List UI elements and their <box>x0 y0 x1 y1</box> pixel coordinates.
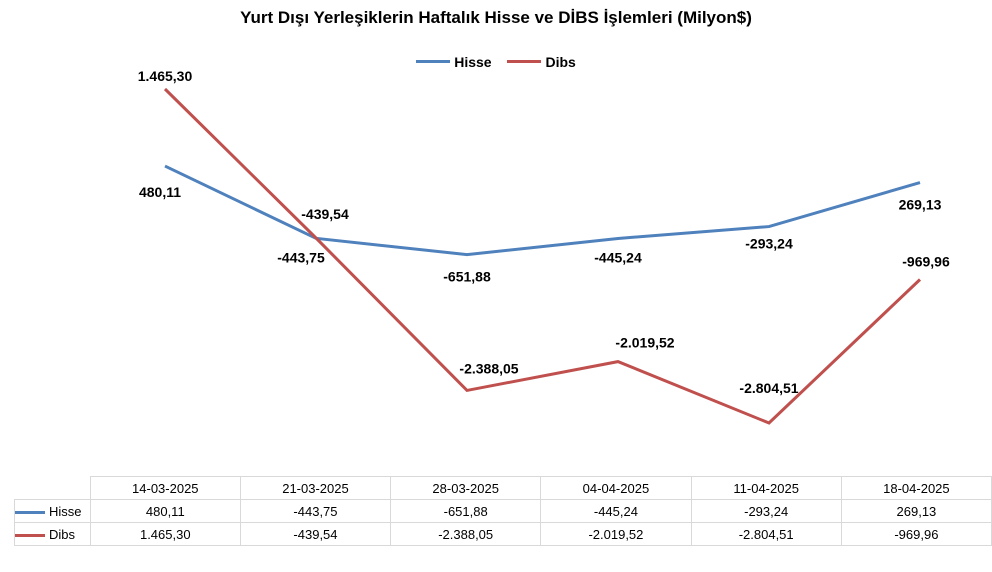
data-label-dibs: -969,96 <box>902 253 950 269</box>
data-table: 14-03-2025 21-03-2025 28-03-2025 04-04-2… <box>14 476 992 546</box>
table-cell: -2.019,52 <box>540 522 692 546</box>
legend-label-hisse: Hisse <box>454 53 492 70</box>
data-label-hisse: -445,24 <box>594 249 642 265</box>
data-label-hisse: 480,11 <box>139 184 181 200</box>
table-cell: -443,75 <box>239 499 392 523</box>
table-header-row: 14-03-2025 21-03-2025 28-03-2025 04-04-2… <box>14 476 992 500</box>
data-label-dibs: -2.804,51 <box>739 380 798 396</box>
legend-label-dibs: Dibs <box>545 53 576 70</box>
table-series-name: Dibs <box>49 526 76 542</box>
chart-title: Yurt Dışı Yerleşiklerin Haftalık Hisse v… <box>240 8 752 27</box>
table-cell: 269,13 <box>840 499 992 523</box>
data-label-dibs: -2.388,05 <box>459 360 518 376</box>
table-cell: -439,54 <box>239 522 392 546</box>
data-label-hisse: -443,75 <box>277 249 325 265</box>
table-header-date: 28-03-2025 <box>390 476 542 500</box>
data-label-hisse: -293,24 <box>745 236 793 252</box>
table-cell: 480,11 <box>89 499 241 523</box>
table-cell: -2.804,51 <box>690 522 842 546</box>
table-cell: 1.465,30 <box>89 522 241 546</box>
legend: Hisse Dibs <box>0 50 992 70</box>
table-rowhead-hisse: Hisse <box>14 499 91 523</box>
table-header-date: 11-04-2025 <box>690 476 842 500</box>
table-header-date: 21-03-2025 <box>239 476 392 500</box>
table-cell: -969,96 <box>840 522 992 546</box>
table-series-name: Hisse <box>49 503 82 519</box>
table-cell: -651,88 <box>390 499 542 523</box>
legend-item-dibs: Dibs <box>507 53 576 70</box>
table-row-dibs: Dibs 1.465,30 -439,54 -2.388,05 -2.019,5… <box>14 522 992 546</box>
table-header-date: 14-03-2025 <box>89 476 241 500</box>
table-rowhead-dibs: Dibs <box>14 522 91 546</box>
data-label-hisse: -651,88 <box>443 269 491 285</box>
table-key-dibs <box>15 533 45 537</box>
table-cell: -445,24 <box>540 499 692 523</box>
data-label-dibs: 1.465,30 <box>138 68 193 84</box>
legend-swatch-dibs <box>507 60 542 63</box>
table-cell: -2.388,05 <box>390 522 542 546</box>
table-cell: -293,24 <box>690 499 842 523</box>
table-header-date: 04-04-2025 <box>540 476 692 500</box>
data-label-dibs: -2.019,52 <box>615 335 674 351</box>
data-label-hisse: 269,13 <box>899 197 942 213</box>
table-corner-cell <box>14 476 91 500</box>
chart-plot-area: 480,11 -443,75 -651,88 -445,24 -293,24 269,13… <box>138 68 950 425</box>
series-line-dibs <box>163 87 922 425</box>
table-row-hisse: Hisse 480,11 -443,75 -651,88 -445,24 -29… <box>14 499 992 523</box>
legend-item-hisse: Hisse <box>416 53 492 70</box>
table-header-date: 18-04-2025 <box>840 476 992 500</box>
table-key-hisse <box>15 510 45 514</box>
series-line-hisse <box>164 164 921 257</box>
data-label-dibs: -439,54 <box>301 206 349 222</box>
legend-swatch-hisse <box>416 60 451 63</box>
